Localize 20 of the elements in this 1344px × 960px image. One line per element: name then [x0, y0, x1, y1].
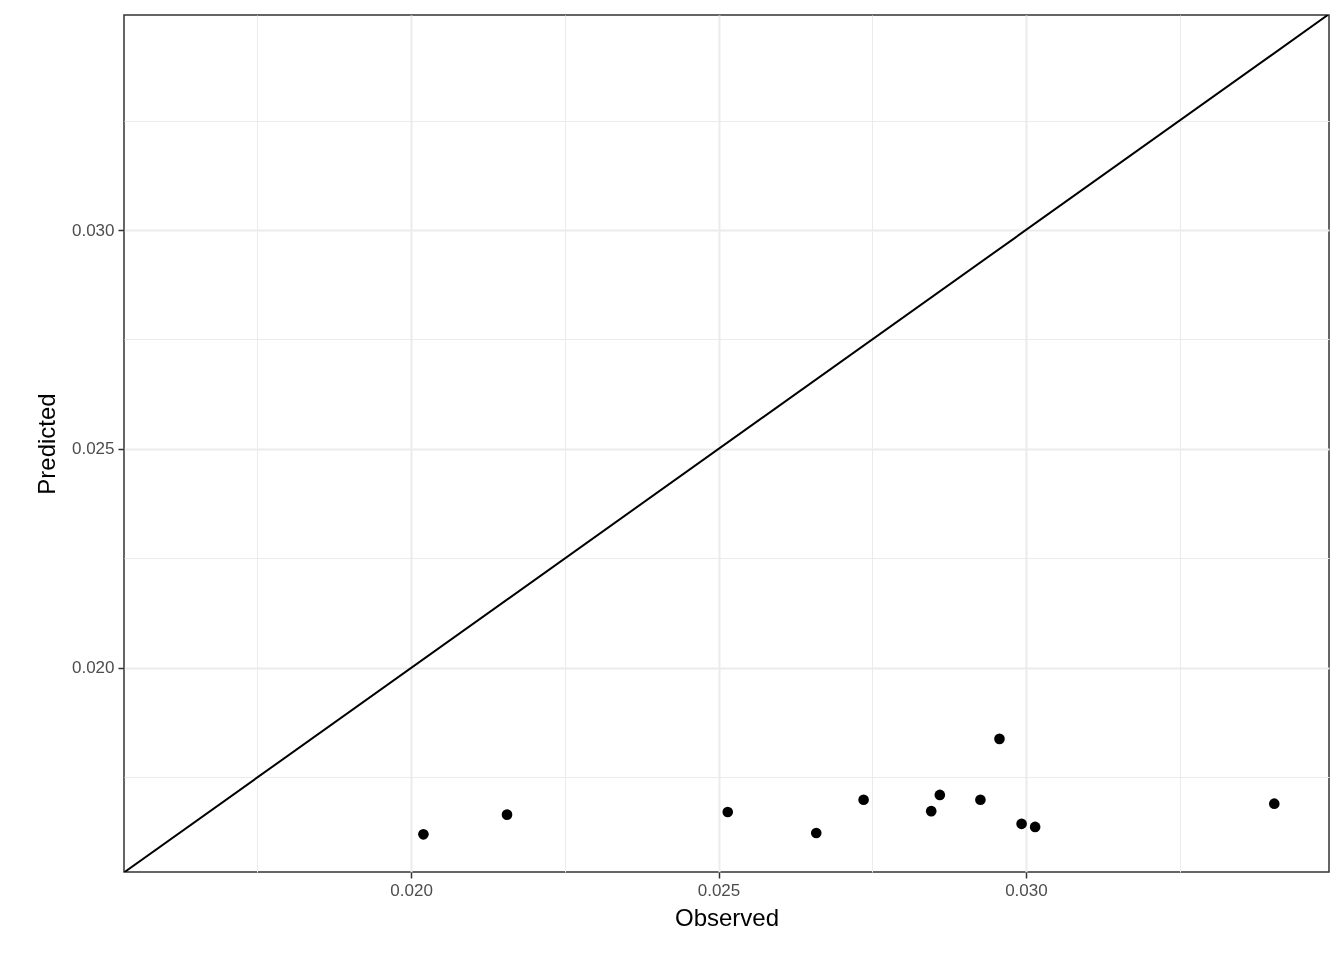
point [1029, 821, 1041, 833]
point [722, 806, 734, 818]
point [994, 733, 1005, 745]
y-axis-title: Predicted [32, 393, 60, 495]
x-tick-label: 0.030 [1005, 880, 1048, 900]
y-tick-label: 0.020 [71, 658, 115, 678]
x-axis-title: Observed [674, 903, 780, 931]
point [810, 827, 822, 839]
y-tick-label: 0.025 [71, 439, 115, 459]
point [1268, 798, 1280, 809]
point [501, 809, 513, 820]
point [418, 829, 429, 840]
point [975, 794, 986, 806]
point [858, 794, 869, 806]
x-tick-label: 0.025 [697, 880, 741, 900]
point [934, 789, 946, 801]
point [925, 805, 937, 817]
x-tick-label: 0.020 [390, 880, 433, 900]
y-tick-label: 0.030 [71, 220, 115, 240]
point [1016, 818, 1027, 830]
